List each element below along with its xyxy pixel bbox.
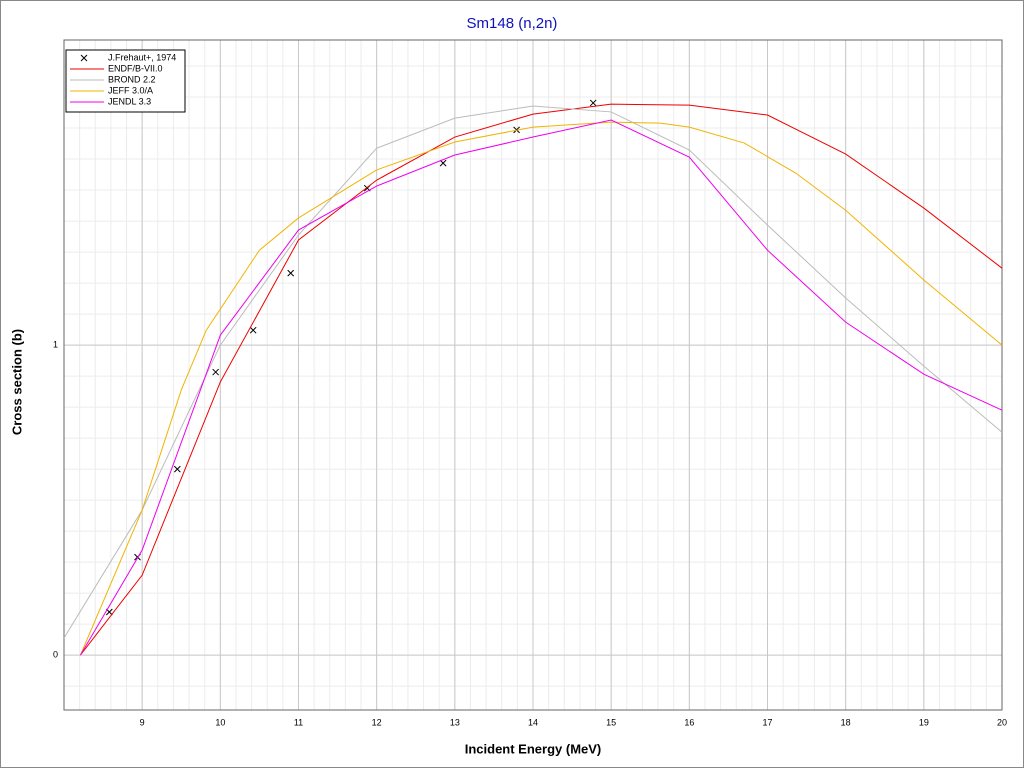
data-point [439, 159, 447, 167]
x-tick-label: 12 [372, 717, 382, 727]
legend-label: ENDF/B-VII.0 [108, 63, 163, 73]
y-tick-label: 0 [53, 649, 58, 659]
x-axis-label: Incident Energy (MeV) [465, 741, 602, 756]
data-point [589, 99, 597, 107]
x-tick-label: 13 [450, 717, 460, 727]
x-tick-label: 10 [215, 717, 225, 727]
series-line [79, 121, 1003, 656]
legend-label: BROND 2.2 [108, 74, 156, 84]
x-tick-label: 14 [528, 717, 538, 727]
data-point [249, 326, 257, 334]
y-tick-label: 1 [53, 339, 58, 349]
x-tick-label: 15 [606, 717, 616, 727]
legend-label: J.Frehaut+, 1974 [108, 52, 176, 62]
data-point [80, 54, 88, 62]
legend-label: JEFF 3.0/A [108, 85, 153, 95]
series-line [80, 103, 1003, 656]
x-tick-label: 17 [762, 717, 772, 727]
x-tick-label: 16 [684, 717, 694, 727]
x-tick-label: 20 [997, 717, 1007, 727]
data-point [212, 368, 219, 376]
data-point [287, 269, 295, 277]
chart-title: Sm148 (n,2n) [467, 15, 558, 32]
data-point [173, 465, 181, 473]
series-line [63, 105, 1003, 639]
series-line [79, 119, 1003, 656]
x-tick-label: 18 [841, 717, 851, 727]
x-tick-label: 9 [140, 717, 145, 727]
x-tick-label: 19 [919, 717, 929, 727]
y-axis-label: Cross section (b) [9, 329, 24, 435]
x-tick-label: 11 [294, 717, 303, 727]
plot-border [63, 39, 1003, 711]
legend-label: JENDL 3.3 [108, 96, 151, 106]
